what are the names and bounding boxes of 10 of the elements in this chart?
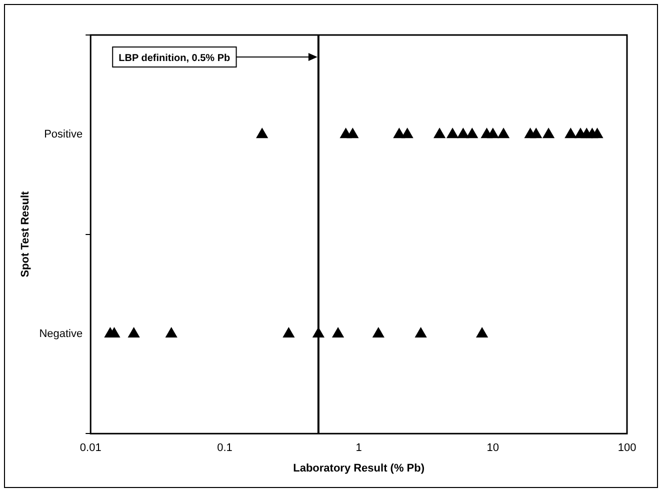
ref-line-label: LBP definition, 0.5% Pb (118, 52, 230, 64)
y-axis-title: Spot Test Result (20, 190, 32, 278)
x-tick-label: 1 (356, 442, 362, 454)
y-tick-label: Positive (44, 128, 83, 141)
x-tick-label: 0.01 (80, 442, 102, 454)
x-tick-label: 0.1 (217, 442, 232, 454)
x-tick-label: 10 (486, 442, 500, 454)
x-tick-label: 100 (618, 442, 636, 454)
y-tick-label: Negative (39, 328, 83, 340)
x-axis-title: Laboratory Result (% Pb) (293, 462, 425, 474)
